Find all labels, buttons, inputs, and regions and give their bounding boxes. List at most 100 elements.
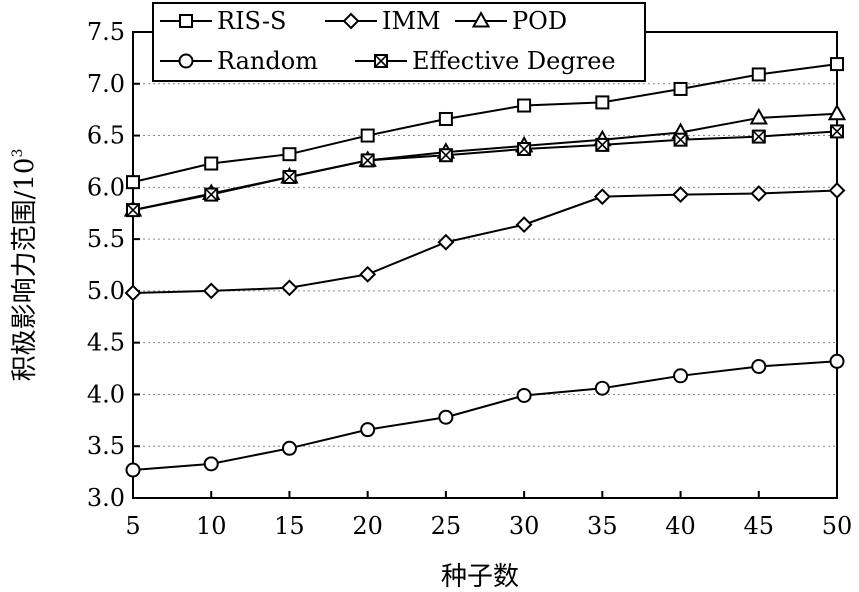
data-point — [595, 95, 610, 110]
legend-entry: Effective Degree — [355, 47, 616, 75]
data-point — [438, 111, 453, 126]
series-1 — [124, 182, 846, 302]
data-point — [751, 67, 766, 82]
x-tick-label: 30 — [509, 512, 540, 540]
y-tick-label: 3.5 — [87, 432, 125, 460]
y-tick-label: 6.0 — [87, 173, 125, 201]
data-point-box — [204, 156, 219, 171]
x-tick-label: 15 — [274, 512, 305, 540]
data-point-box — [830, 57, 844, 72]
legend-entry: IMM — [325, 7, 441, 35]
series-line — [132, 189, 838, 294]
y-tick-label: 3.0 — [87, 484, 125, 512]
data-point — [594, 380, 610, 396]
data-point — [749, 107, 768, 125]
data-point-x2 — [361, 153, 375, 167]
legend-label: RIS-S — [217, 7, 286, 35]
data-point-box — [360, 128, 375, 143]
data-point-box — [751, 67, 766, 82]
data-point — [359, 265, 377, 283]
data-point-box — [673, 81, 688, 96]
legend-label: Random — [217, 47, 318, 75]
data-point — [204, 187, 219, 202]
data-point — [830, 57, 844, 72]
x-tick-label: 45 — [744, 512, 775, 540]
data-point — [673, 81, 688, 96]
data-point-x2 — [439, 148, 453, 162]
data-point — [517, 142, 532, 157]
data-point-x2 — [673, 133, 688, 147]
data-point — [830, 124, 844, 139]
axis-ticks: 3.0 3.5 4.0 4.5 5.0 5.5 6.0 6.5 7.0 7.5 5 10 15 20 25 3… — [87, 18, 852, 540]
data-point — [672, 186, 689, 203]
data-point — [751, 358, 767, 374]
legend-marker — [374, 54, 388, 68]
legend-marker — [342, 12, 360, 30]
data-point — [126, 175, 140, 190]
series-0 — [126, 57, 844, 190]
legend-marker — [179, 14, 193, 28]
data-point — [125, 462, 141, 478]
legend-marker — [471, 10, 491, 28]
x-tick-label: 35 — [587, 512, 618, 540]
data-point — [203, 456, 219, 472]
data-point — [517, 98, 532, 113]
x-tick-label: 10 — [196, 512, 227, 540]
series-line — [132, 130, 838, 212]
data-point — [751, 129, 766, 144]
legend-label: POD — [512, 7, 567, 35]
data-point — [360, 153, 375, 168]
y-axis-title: 积极影响力范围/10 — [10, 158, 40, 382]
legend-marker — [178, 53, 194, 69]
data-point — [438, 409, 454, 425]
y-axis-title-group: 积极影响力范围/103 — [10, 149, 40, 382]
data-point — [360, 422, 376, 438]
data-point — [750, 185, 768, 202]
y-tick-label: 5.5 — [87, 225, 125, 253]
data-point-x2 — [830, 124, 844, 138]
x-tick-label: 40 — [665, 512, 696, 540]
data-point — [827, 103, 847, 121]
data-point-x2 — [204, 188, 218, 202]
y-tick-label: 7.5 — [87, 18, 125, 46]
data-point — [282, 147, 297, 162]
y-tick-label: 5.0 — [87, 277, 125, 305]
data-point — [593, 188, 611, 206]
x-axis-title: 种子数 — [441, 562, 519, 592]
data-point — [438, 148, 453, 163]
series-layer — [123, 57, 847, 478]
data-point-x2 — [595, 138, 609, 152]
legend-label: Effective Degree — [412, 47, 616, 75]
data-point-box — [282, 147, 297, 162]
data-point-box — [438, 111, 453, 126]
y-tick-label: 7.0 — [87, 70, 125, 98]
y-tick-label: 6.5 — [87, 122, 125, 150]
series-line — [132, 63, 838, 184]
x-tick-label: 50 — [822, 512, 853, 540]
x-tick-label: 25 — [431, 512, 462, 540]
data-point-x2 — [282, 170, 297, 184]
legend-entry: POD — [455, 7, 567, 35]
data-point — [281, 279, 298, 297]
data-point — [202, 282, 220, 300]
x-tick-label: 20 — [352, 512, 383, 540]
data-point — [282, 169, 297, 184]
data-point — [829, 353, 845, 369]
data-point — [124, 284, 142, 302]
data-point-x2 — [752, 130, 766, 144]
svg-text:积极影响力范围/103: 积极影响力范围/103 — [10, 149, 40, 382]
legend-marker-x2 — [374, 54, 388, 68]
data-point — [828, 182, 846, 199]
data-point — [595, 137, 610, 152]
data-point-box — [595, 95, 610, 110]
data-point — [673, 132, 688, 147]
y-axis-title-sup: 3 — [10, 149, 26, 158]
legend: RIS-S IMM POD Random Effective Degree — [152, 2, 646, 82]
data-point — [126, 203, 140, 218]
series-line — [132, 360, 838, 472]
data-point — [204, 156, 219, 171]
x-tick-label: 5 — [125, 512, 140, 540]
y-tick-label: 4.0 — [87, 380, 125, 408]
y-tick-label: 4.5 — [87, 329, 125, 357]
